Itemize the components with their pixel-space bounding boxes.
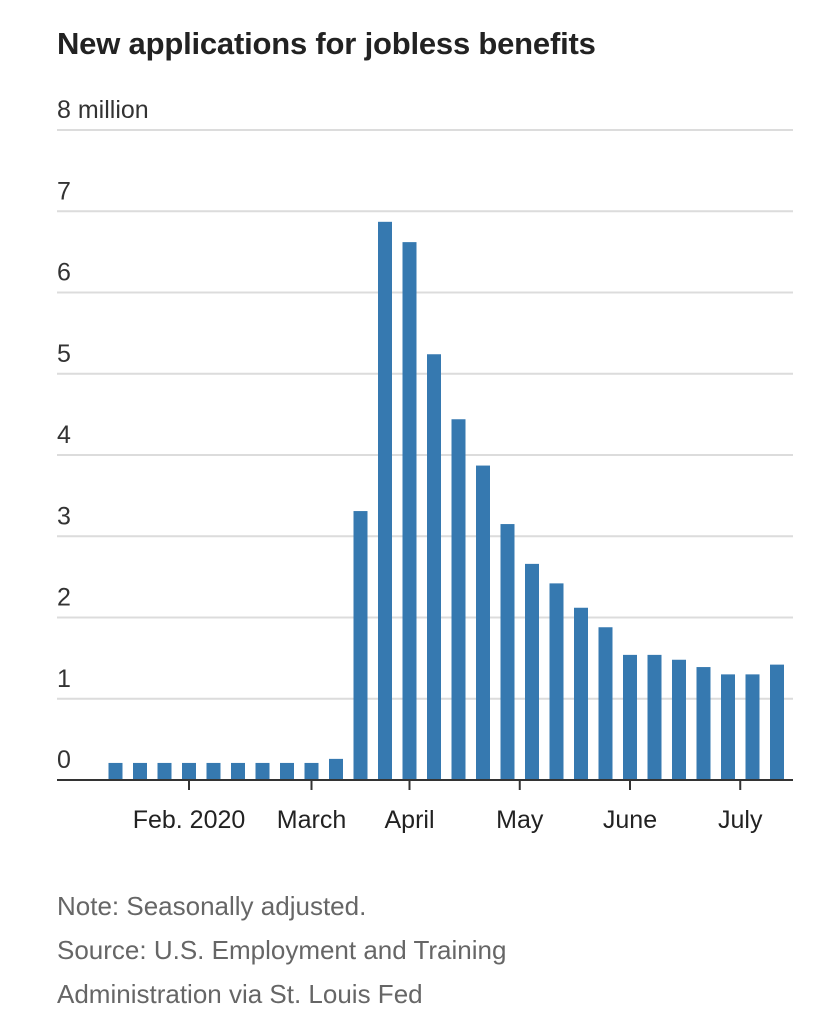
y-tick-label: 5 bbox=[57, 340, 71, 368]
bar bbox=[598, 627, 613, 780]
x-tick-label: July bbox=[718, 806, 763, 834]
y-tick-label: 6 bbox=[57, 259, 71, 287]
y-axis-labels: 0 1 2 3 4 5 6 7 8 million bbox=[57, 96, 149, 774]
y-tick-label: 4 bbox=[57, 421, 71, 449]
bar bbox=[623, 654, 637, 780]
source-text-line1: Source: U.S. Employment and Training bbox=[57, 935, 507, 965]
bar bbox=[672, 659, 686, 780]
chart-title: New applications for jobless benefits bbox=[57, 26, 596, 61]
bar bbox=[353, 511, 368, 780]
x-tick-label: April bbox=[384, 806, 434, 834]
bar bbox=[255, 762, 270, 780]
bar bbox=[647, 654, 662, 780]
bar bbox=[574, 607, 588, 780]
y-tick-label: 0 bbox=[57, 746, 71, 774]
bar bbox=[108, 762, 123, 780]
x-axis-labels: Feb. 2020 March April May June July bbox=[133, 806, 763, 834]
y-tick-label: 7 bbox=[57, 177, 71, 205]
bar bbox=[549, 583, 564, 780]
bar bbox=[231, 762, 245, 780]
bar bbox=[402, 242, 417, 780]
gridlines bbox=[57, 129, 793, 700]
note-text: Note: Seasonally adjusted. bbox=[57, 891, 367, 921]
bar bbox=[696, 667, 711, 780]
bar bbox=[500, 524, 515, 780]
x-tick-label: May bbox=[496, 806, 544, 834]
y-tick-label: 3 bbox=[57, 502, 71, 530]
x-tick-label: June bbox=[603, 806, 657, 834]
bar bbox=[280, 762, 294, 780]
y-tick-label: 8 million bbox=[57, 96, 149, 124]
bar bbox=[525, 563, 539, 780]
bar bbox=[182, 762, 196, 780]
bars bbox=[108, 221, 784, 780]
bar bbox=[329, 758, 343, 780]
bar bbox=[451, 419, 466, 780]
bar bbox=[157, 762, 172, 780]
x-tick-label: Feb. 2020 bbox=[133, 806, 246, 834]
chart-footer: Note: Seasonally adjusted. Source: U.S. … bbox=[57, 884, 506, 1016]
bar bbox=[133, 762, 147, 780]
bar bbox=[304, 762, 319, 780]
y-tick-label: 1 bbox=[57, 665, 71, 693]
bar bbox=[206, 762, 221, 780]
bar bbox=[378, 221, 392, 780]
source-text-line2: Administration via St. Louis Fed bbox=[57, 979, 423, 1009]
bar-chart: 0 1 2 3 4 5 6 7 8 million Feb. 2020 March April May… bbox=[57, 96, 793, 834]
bar bbox=[476, 465, 490, 780]
x-tick-label: March bbox=[277, 806, 346, 834]
bar bbox=[721, 674, 735, 780]
bar bbox=[427, 354, 441, 780]
bar bbox=[745, 674, 760, 780]
x-axis bbox=[57, 779, 793, 790]
bar bbox=[770, 664, 784, 780]
y-tick-label: 2 bbox=[57, 584, 71, 612]
